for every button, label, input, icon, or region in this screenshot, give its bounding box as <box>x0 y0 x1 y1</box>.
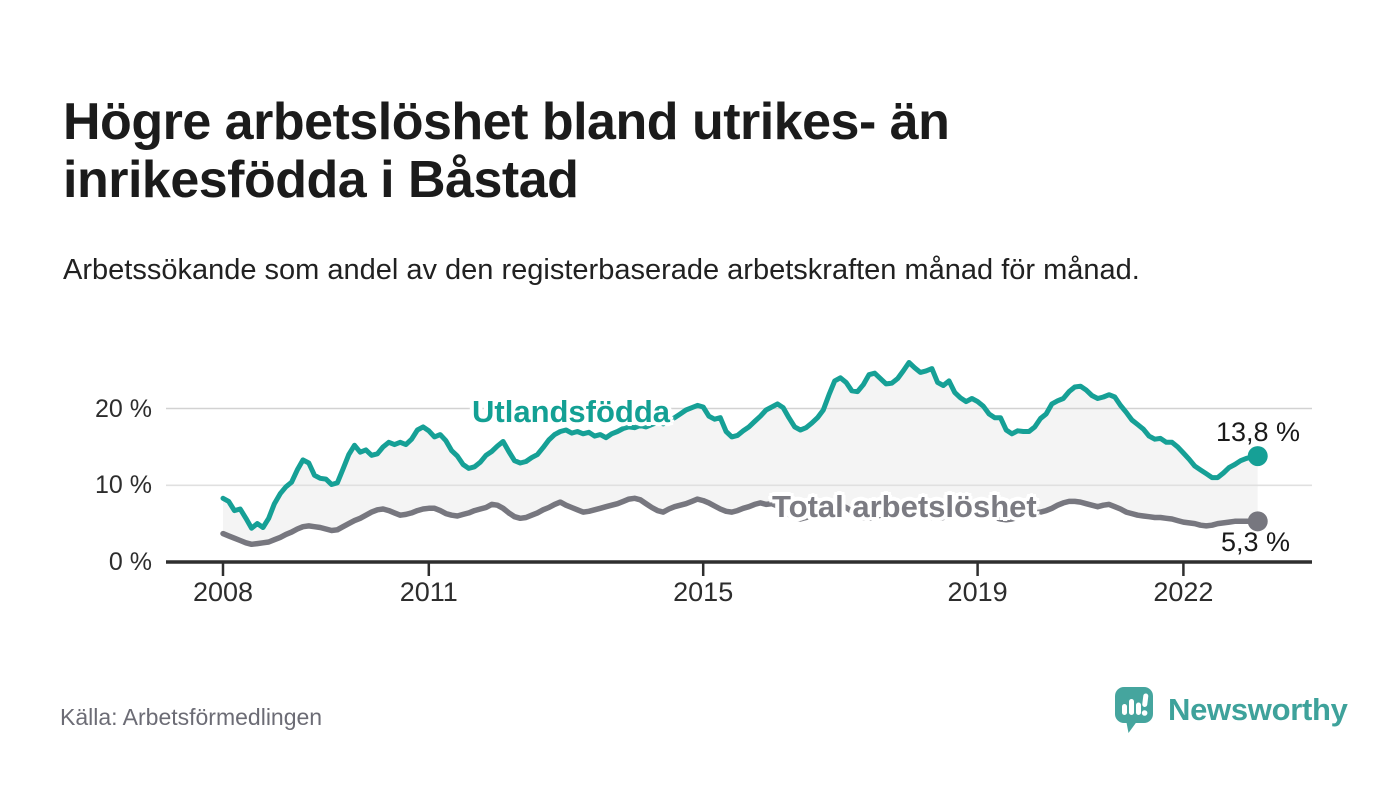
x-axis-label-2022: 2022 <box>1153 577 1214 607</box>
total-end-value: 5,3 % <box>1220 527 1290 557</box>
y-axis-label-0: 0 % <box>108 548 152 576</box>
total-end-dot <box>1247 511 1268 532</box>
newsworthy-logo-icon <box>1115 687 1153 733</box>
newsworthy-logo: Newsworthy <box>1114 686 1348 734</box>
x-axis-tick-marks <box>221 562 1185 576</box>
fill-between-area <box>223 362 1258 545</box>
x-axis-label-2011: 2011 <box>399 577 458 607</box>
x-axis-label-2019: 2019 <box>947 577 1008 607</box>
newsworthy-brand-text: Newsworthy <box>1168 692 1348 727</box>
y-axis-label-20: 20 % <box>95 395 152 423</box>
chart-subtitle: Arbetssökande som andel av den registerb… <box>63 254 1140 286</box>
utlandsfodda-end-dot <box>1247 446 1268 467</box>
utlandsfodda-line <box>220 360 1261 531</box>
total-series-label: Total arbetslöshet <box>772 489 1037 524</box>
source-text: Källa: Arbetsförmedlingen <box>60 704 323 730</box>
x-axis-label-2008: 2008 <box>192 577 254 607</box>
page-title: Högre arbetslöshet bland utrikes- än inr… <box>63 92 950 209</box>
y-axis-label-10: 10 % <box>95 471 152 499</box>
utlandsfodda-end-value: 13,8 % <box>1215 417 1300 447</box>
x-axis-label-2015: 2015 <box>673 577 734 607</box>
utlandsfodda-series-label: Utlandsfödda <box>472 394 671 429</box>
total-arbetsloshet-line <box>220 495 1261 548</box>
